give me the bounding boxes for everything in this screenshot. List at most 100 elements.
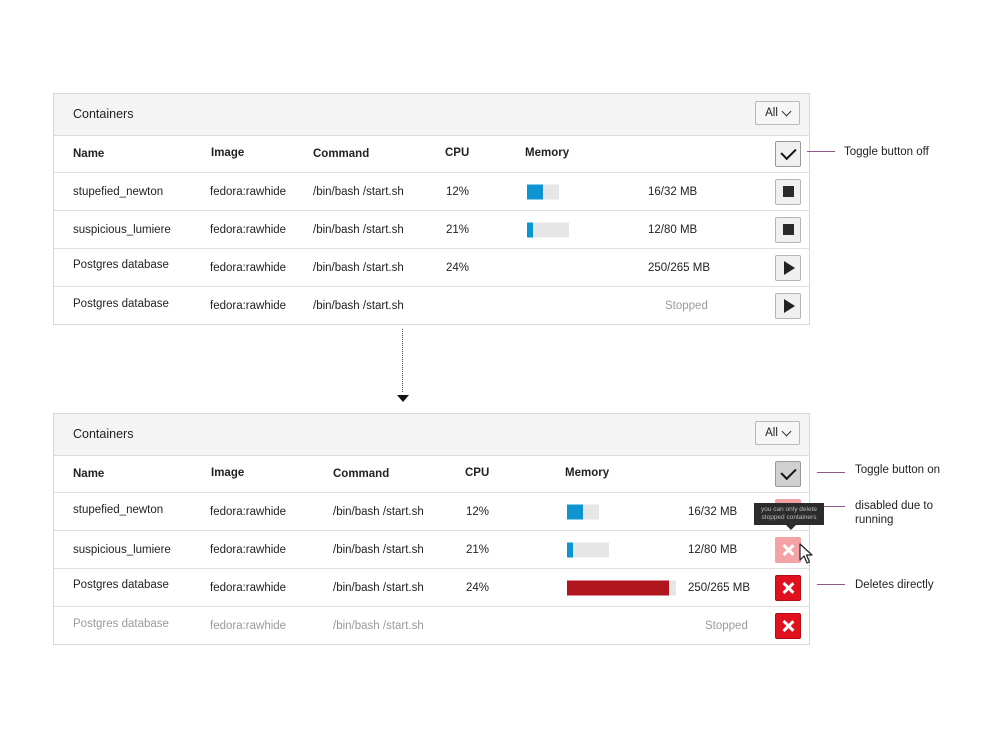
table-row: suspicious_lumiere fedora:rawhide /bin/b…	[54, 211, 809, 249]
container-cpu: 24%	[466, 581, 490, 594]
memory-bar	[567, 542, 609, 557]
table-row: stupefied_newton fedora:rawhide /bin/bas…	[54, 173, 809, 211]
annotation-disabled-line: disabled due to	[855, 500, 934, 512]
annotation-leader	[807, 151, 835, 152]
delete-button[interactable]	[775, 574, 801, 601]
transition-arrow-line	[402, 329, 403, 392]
close-icon	[782, 582, 794, 594]
memory-bar-fill	[567, 542, 574, 557]
delete-disabled-tooltip: you can only delete stopped containers	[754, 503, 824, 530]
container-image: fedora:rawhide	[210, 223, 287, 236]
memory-bar-fill	[567, 504, 583, 519]
annotation-deletes: Deletes directly	[855, 579, 934, 591]
container-command: /bin/bash /start.sh	[333, 619, 424, 632]
column-image: Image	[211, 467, 245, 479]
column-name: Name	[73, 148, 105, 160]
column-name: Name	[73, 468, 105, 480]
container-name: suspicious_lumiere	[73, 223, 171, 236]
play-icon	[783, 298, 795, 313]
toggle-delete-mode-button[interactable]	[775, 141, 801, 167]
containers-panel-after: Containers All Name Image Command CPU Me…	[53, 413, 810, 645]
stop-button[interactable]	[775, 216, 801, 243]
stop-button[interactable]	[775, 178, 801, 205]
filter-value: All	[765, 427, 778, 439]
container-command: /bin/bash /start.sh	[333, 543, 424, 556]
container-cpu: 12%	[446, 185, 470, 198]
container-command: /bin/bash /start.sh	[313, 299, 404, 312]
container-image: fedora:rawhide	[210, 185, 287, 198]
container-status: Stopped	[705, 619, 748, 632]
container-memory: 250/265 MB	[688, 581, 751, 594]
filter-value: All	[765, 107, 778, 119]
play-icon	[783, 260, 795, 275]
column-memory: Memory	[525, 147, 570, 159]
container-name: Postgres database	[73, 259, 169, 271]
panel-title: Containers	[73, 107, 134, 121]
chevron-down-icon	[781, 106, 792, 116]
delete-button[interactable]	[775, 612, 801, 639]
container-image: fedora:rawhide	[210, 261, 287, 274]
container-cpu: 12%	[466, 505, 490, 518]
annotation-disabled: disabled due to running	[855, 499, 933, 527]
chevron-down-icon	[781, 426, 792, 436]
annotation-toggle-on: Toggle button on	[855, 464, 941, 476]
panel-header: Containers All	[54, 94, 809, 136]
container-cpu: 24%	[446, 261, 470, 274]
delete-button-disabled[interactable]	[775, 536, 801, 563]
containers-panel-before: Containers All Name Image Command CPU Me…	[53, 93, 810, 325]
container-memory: 12/80 MB	[688, 543, 738, 556]
memory-bar-fill	[567, 580, 670, 595]
container-name: Postgres database	[73, 618, 169, 630]
memory-bar	[567, 580, 676, 595]
memory-bar	[527, 222, 569, 237]
memory-bar	[567, 504, 599, 519]
container-command: /bin/bash /start.sh	[333, 581, 424, 594]
container-name: Postgres database	[73, 298, 169, 310]
mouse-pointer-icon	[799, 543, 813, 564]
container-cpu: 21%	[466, 543, 490, 556]
container-memory: 16/32 MB	[648, 185, 698, 198]
stop-icon	[782, 224, 794, 235]
play-button[interactable]	[775, 254, 801, 281]
filter-dropdown[interactable]: All	[755, 101, 800, 125]
table-row: Postgres database fedora:rawhide /bin/ba…	[54, 249, 809, 287]
container-status: Stopped	[665, 299, 708, 312]
panel-title: Containers	[73, 427, 134, 441]
table-header: Name Image Command CPU Memory	[54, 136, 809, 173]
memory-bar	[527, 184, 559, 199]
container-image: fedora:rawhide	[210, 505, 287, 518]
stop-icon	[782, 186, 794, 197]
container-cpu: 21%	[446, 223, 470, 236]
column-cpu: CPU	[465, 467, 490, 479]
container-image: fedora:rawhide	[210, 581, 287, 594]
annotation-toggle-off: Toggle button off	[844, 146, 929, 158]
table-row: suspicious_lumiere fedora:rawhide /bin/b…	[54, 531, 809, 569]
container-image: fedora:rawhide	[210, 543, 287, 556]
container-command: /bin/bash /start.sh	[313, 261, 404, 274]
container-name: stupefied_newton	[73, 504, 164, 516]
table-row: Postgres database fedora:rawhide /bin/ba…	[54, 569, 809, 607]
container-memory: 250/265 MB	[648, 261, 711, 274]
close-icon	[782, 544, 794, 556]
container-command: /bin/bash /start.sh	[313, 223, 404, 236]
column-image: Image	[211, 147, 245, 159]
container-image: fedora:rawhide	[210, 619, 287, 632]
container-image: fedora:rawhide	[210, 299, 287, 312]
container-command: /bin/bash /start.sh	[313, 185, 404, 198]
panel-header: Containers All	[54, 414, 809, 456]
container-name: Postgres database	[73, 579, 169, 591]
container-name: stupefied_newton	[73, 185, 164, 198]
toggle-delete-mode-button[interactable]	[775, 461, 801, 487]
arrow-down-icon	[397, 395, 409, 402]
column-command: Command	[313, 148, 370, 160]
container-memory: 12/80 MB	[648, 223, 698, 236]
close-icon	[782, 620, 794, 632]
annotation-leader	[817, 472, 845, 473]
container-name: suspicious_lumiere	[73, 543, 171, 556]
tooltip-line: stopped containers	[761, 514, 817, 521]
play-button[interactable]	[775, 292, 801, 319]
container-memory: 16/32 MB	[688, 505, 738, 518]
filter-dropdown[interactable]: All	[755, 421, 800, 445]
column-command: Command	[333, 468, 390, 480]
annotation-disabled-line: running	[855, 514, 894, 526]
